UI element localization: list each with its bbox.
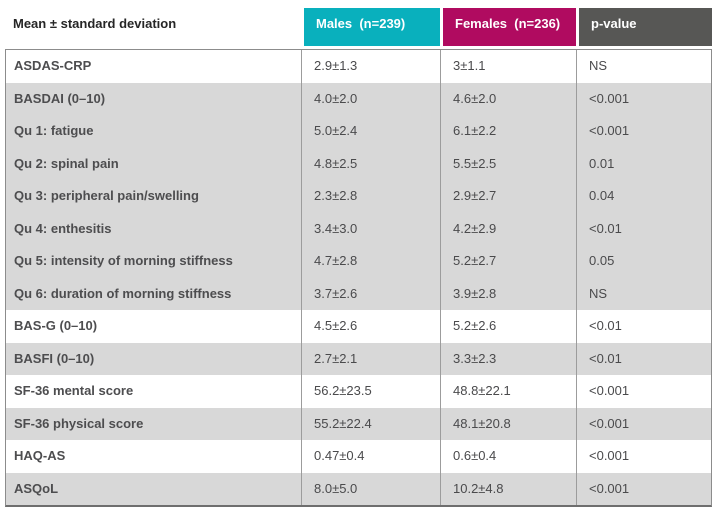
- females-value-cell: 10.2±4.8: [440, 472, 576, 505]
- males-value-cell: 3.7±2.6: [301, 277, 440, 310]
- row-label-cell: Qu 2: spinal pain: [14, 155, 119, 171]
- table-row: HAQ-AS 0.47±0.4 0.6±0.4 <0.001: [6, 440, 711, 473]
- table-row: BASDAI (0–10) 4.0±2.0 4.6±2.0 <0.001: [6, 82, 711, 115]
- column-header-males: Males (n=239): [301, 8, 440, 46]
- females-value-cell: 5.2±2.7: [440, 245, 576, 278]
- column-header-pvalue: p-value: [576, 8, 712, 46]
- pvalue-cell: <0.01: [576, 342, 711, 375]
- males-value-cell: 2.9±1.3: [301, 50, 440, 83]
- males-value-cell: 4.7±2.8: [301, 245, 440, 278]
- pvalue-cell: NS: [576, 50, 711, 83]
- row-label-cell: ASQoL: [14, 480, 59, 496]
- pvalue-cell: <0.001: [576, 472, 711, 505]
- females-value-cell: 3.3±2.3: [440, 342, 576, 375]
- row-label-cell: Qu 4: enthesitis: [14, 220, 112, 236]
- table-row: Qu 5: intensity of morning stiffness 4.7…: [6, 245, 711, 278]
- males-value-cell: 2.3±2.8: [301, 180, 440, 213]
- males-value-cell: 3.4±3.0: [301, 212, 440, 245]
- females-value-cell: 5.5±2.5: [440, 147, 576, 180]
- pvalue-cell: <0.01: [576, 310, 711, 343]
- females-value-cell: 4.2±2.9: [440, 212, 576, 245]
- pvalue-cell: <0.01: [576, 212, 711, 245]
- pvalue-cell: NS: [576, 277, 711, 310]
- table-row: SF-36 physical score 55.2±22.4 48.1±20.8…: [6, 407, 711, 440]
- males-value-cell: 8.0±5.0: [301, 472, 440, 505]
- pvalue-cell: 0.04: [576, 180, 711, 213]
- females-value-cell: 6.1±2.2: [440, 115, 576, 148]
- table-row: ASQoL 8.0±5.0 10.2±4.8 <0.001: [6, 472, 711, 505]
- column-header-females-label: Females (n=236): [455, 16, 561, 31]
- females-value-cell: 2.9±2.7: [440, 180, 576, 213]
- row-label-cell: SF-36 mental score: [14, 383, 134, 399]
- pvalue-cell: <0.001: [576, 407, 711, 440]
- table-header-row: Mean ± standard deviation Males (n=239) …: [5, 8, 712, 46]
- table-row: SF-36 mental score 56.2±23.5 48.8±22.1 <…: [6, 375, 711, 408]
- row-label-cell: BASDAI (0–10): [14, 90, 106, 106]
- row-label-cell: Qu 5: intensity of morning stiffness: [14, 253, 233, 269]
- males-value-cell: 2.7±2.1: [301, 342, 440, 375]
- statistics-table: Mean ± standard deviation Males (n=239) …: [5, 8, 712, 507]
- males-value-cell: 5.0±2.4: [301, 115, 440, 148]
- males-value-cell: 55.2±22.4: [301, 407, 440, 440]
- row-label-cell: ASDAS-CRP: [14, 58, 92, 74]
- row-label-cell: BAS-G (0–10): [14, 318, 98, 334]
- row-label-cell: BASFI (0–10): [14, 350, 95, 366]
- females-value-cell: 48.1±20.8: [440, 407, 576, 440]
- table-row: Qu 4: enthesitis 3.4±3.0 4.2±2.9 <0.01: [6, 212, 711, 245]
- pvalue-cell: <0.001: [576, 82, 711, 115]
- females-value-cell: 4.6±2.0: [440, 82, 576, 115]
- pvalue-cell: <0.001: [576, 115, 711, 148]
- table-row: Qu 1: fatigue 5.0±2.4 6.1±2.2 <0.001: [6, 115, 711, 148]
- females-value-cell: 0.6±0.4: [440, 440, 576, 473]
- table-row: Qu 6: duration of morning stiffness 3.7±…: [6, 277, 711, 310]
- column-header-pvalue-label: p-value: [591, 16, 637, 31]
- pvalue-cell: 0.01: [576, 147, 711, 180]
- table-row: Qu 3: peripheral pain/swelling 2.3±2.8 2…: [6, 180, 711, 213]
- pvalue-cell: <0.001: [576, 375, 711, 408]
- males-value-cell: 4.8±2.5: [301, 147, 440, 180]
- males-value-cell: 56.2±23.5: [301, 375, 440, 408]
- males-value-cell: 4.0±2.0: [301, 82, 440, 115]
- males-value-cell: 4.5±2.6: [301, 310, 440, 343]
- row-label-cell: SF-36 physical score: [14, 415, 144, 431]
- table-row: BASFI (0–10) 2.7±2.1 3.3±2.3 <0.01: [6, 342, 711, 375]
- row-label-cell: HAQ-AS: [14, 448, 66, 464]
- females-value-cell: 5.2±2.6: [440, 310, 576, 343]
- row-label-cell: Qu 1: fatigue: [14, 123, 94, 139]
- table-row: ASDAS-CRP 2.9±1.3 3±1.1 NS: [6, 50, 711, 83]
- pvalue-cell: <0.001: [576, 440, 711, 473]
- row-label-cell: Qu 3: peripheral pain/swelling: [14, 188, 199, 204]
- column-header-males-label: Males (n=239): [316, 16, 406, 31]
- females-value-cell: 3±1.1: [440, 50, 576, 83]
- females-value-cell: 3.9±2.8: [440, 277, 576, 310]
- corner-header-label: Mean ± standard deviation: [13, 16, 177, 31]
- row-label-cell: Qu 6: duration of morning stiffness: [14, 285, 232, 301]
- column-header-females: Females (n=236): [440, 8, 576, 46]
- table-row: Qu 2: spinal pain 4.8±2.5 5.5±2.5 0.01: [6, 147, 711, 180]
- corner-header: Mean ± standard deviation: [5, 8, 301, 46]
- pvalue-cell: 0.05: [576, 245, 711, 278]
- males-value-cell: 0.47±0.4: [301, 440, 440, 473]
- table-row: BAS-G (0–10) 4.5±2.6 5.2±2.6 <0.01: [6, 310, 711, 343]
- table-body: ASDAS-CRP 2.9±1.3 3±1.1 NS BASDAI (0–10)…: [5, 49, 712, 507]
- females-value-cell: 48.8±22.1: [440, 375, 576, 408]
